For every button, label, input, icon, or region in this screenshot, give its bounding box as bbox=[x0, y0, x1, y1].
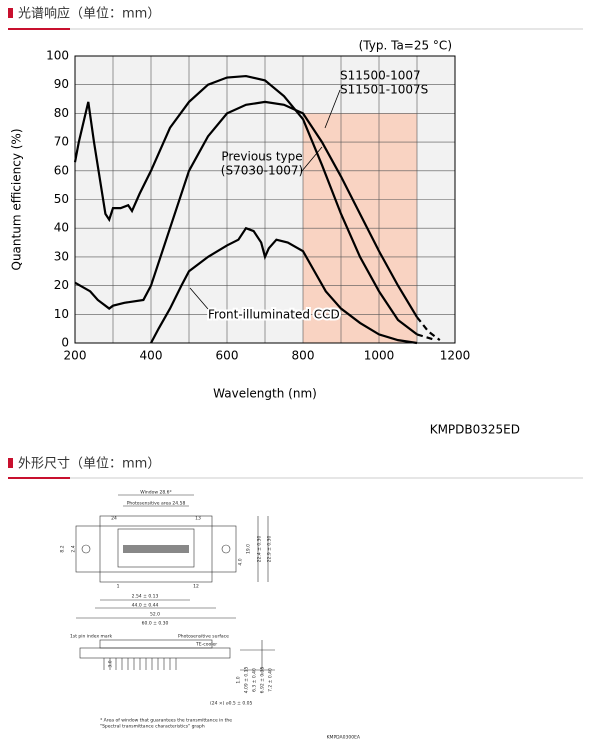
dimension-label: TE-cooler bbox=[195, 642, 217, 648]
y-tick-label: 70 bbox=[54, 135, 69, 149]
drawing-note: "Spectral transmittance characteristics"… bbox=[100, 724, 205, 730]
figure-code: KMPDB0325ED bbox=[430, 423, 520, 437]
package-body bbox=[99, 515, 213, 583]
dimension-label: 4.0 bbox=[238, 558, 244, 565]
side-window bbox=[99, 639, 213, 649]
window bbox=[117, 528, 195, 568]
dimension-label: 1st pin index mark bbox=[70, 634, 113, 640]
y-tick-label: 100 bbox=[46, 49, 69, 63]
dimension-drawing: Window 28.6* Photosensitive area 24.58 24 1… bbox=[60, 490, 361, 741]
dimension-label: 60.0 ± 0.30 bbox=[142, 621, 169, 627]
x-axis-label: Wavelength (nm) bbox=[213, 387, 317, 401]
dimension-label: 52.0 bbox=[150, 612, 160, 618]
label-pointer bbox=[189, 287, 209, 310]
y-axis-label: Quantum efficiency (%) bbox=[10, 128, 24, 270]
dimension-label: 24 bbox=[111, 516, 117, 522]
section-marker bbox=[8, 8, 13, 18]
y-tick-label: 30 bbox=[54, 249, 69, 263]
series-label: S11501-1007S bbox=[340, 83, 428, 97]
y-tick-label: 60 bbox=[54, 163, 69, 177]
y-tick-label: 40 bbox=[54, 221, 69, 235]
dimension-label: 1.0 bbox=[236, 676, 242, 683]
figure-code: KMPDA0300EA bbox=[327, 735, 361, 741]
dimension-label: 22.4 ± 0.30 bbox=[257, 536, 263, 563]
series-line-dashed bbox=[416, 333, 437, 342]
series-label: Front-illuminated CCD bbox=[208, 308, 340, 322]
dimension-label: 44.0 ± 0.44 bbox=[132, 603, 159, 609]
chart: 0 10 20 30 40 50 60 70 80 90 100 200 400 600 800 1000 12… bbox=[10, 39, 521, 437]
dimension-label: Photosensitive area 24.58 bbox=[127, 501, 186, 507]
series-label: (S7030-1007) bbox=[221, 164, 303, 178]
section-marker bbox=[8, 458, 13, 468]
dimension-label: 12 bbox=[193, 584, 199, 590]
dimension-label: 6.3 ± 0.40 bbox=[252, 668, 258, 692]
dimension-label: 4.09 ± 0.15 bbox=[244, 667, 250, 694]
mount-hole bbox=[81, 544, 91, 554]
x-tick-label: 400 bbox=[140, 349, 163, 363]
x-tick-label: 1200 bbox=[440, 349, 471, 363]
dim-line bbox=[240, 640, 275, 675]
dimension-label: 22.9 ± 0.30 bbox=[267, 536, 273, 563]
series-line bbox=[73, 74, 418, 336]
dimension-label: 6.92 ± 0.35 bbox=[260, 667, 266, 694]
drawing-note: * Area of window that guarantees the tra… bbox=[100, 718, 232, 724]
dimension-label: Photosensitive surface bbox=[178, 634, 229, 640]
section-title: 外形尺寸（单位：mm） bbox=[18, 457, 160, 472]
y-tick-label: 80 bbox=[54, 106, 69, 120]
series-line bbox=[150, 226, 418, 345]
x-tick-label: 800 bbox=[292, 349, 315, 363]
dimension-label: 7.2 ± 0.40 bbox=[268, 668, 274, 692]
package-flange bbox=[75, 525, 237, 573]
x-tick-label: 200 bbox=[64, 349, 87, 363]
label-pointer bbox=[301, 146, 323, 172]
condition-note: (Typ. Ta=25 °C) bbox=[359, 39, 452, 53]
x-tick-label: 1000 bbox=[364, 349, 395, 363]
dimension-label: 19.0 bbox=[246, 544, 252, 554]
dimension-label: 2.4 bbox=[71, 545, 77, 552]
pins bbox=[103, 658, 177, 670]
dimension-label: 1 bbox=[117, 584, 120, 590]
side-body bbox=[79, 647, 231, 659]
y-tick-label: 50 bbox=[54, 192, 69, 206]
dimension-label: Window 28.6* bbox=[140, 490, 172, 496]
section-title: 光谱响应（单位：mm） bbox=[18, 6, 160, 22]
series-line bbox=[74, 100, 418, 318]
mount-hole bbox=[221, 544, 231, 554]
dimension-label: 3.0 bbox=[108, 660, 114, 667]
series-label: S11500-1007 bbox=[340, 69, 421, 83]
plot-frame bbox=[74, 55, 456, 344]
dimension-label: 13 bbox=[195, 516, 201, 522]
y-tick-label: 90 bbox=[54, 77, 69, 91]
photosensitive-area bbox=[123, 545, 189, 553]
dimension-label: 2.54 ± 0.13 bbox=[132, 594, 159, 600]
label-pointer bbox=[324, 89, 341, 129]
y-tick-label: 20 bbox=[54, 278, 69, 292]
x-tick-label: 600 bbox=[216, 349, 239, 363]
y-tick-label: 0 bbox=[61, 336, 69, 350]
series-label: Previous type bbox=[221, 150, 302, 164]
dimension-label: 8.2 bbox=[60, 545, 66, 552]
dimension-label: (24 ×) ⌀0.5 ± 0.05 bbox=[210, 701, 253, 707]
y-tick-label: 10 bbox=[54, 307, 69, 321]
